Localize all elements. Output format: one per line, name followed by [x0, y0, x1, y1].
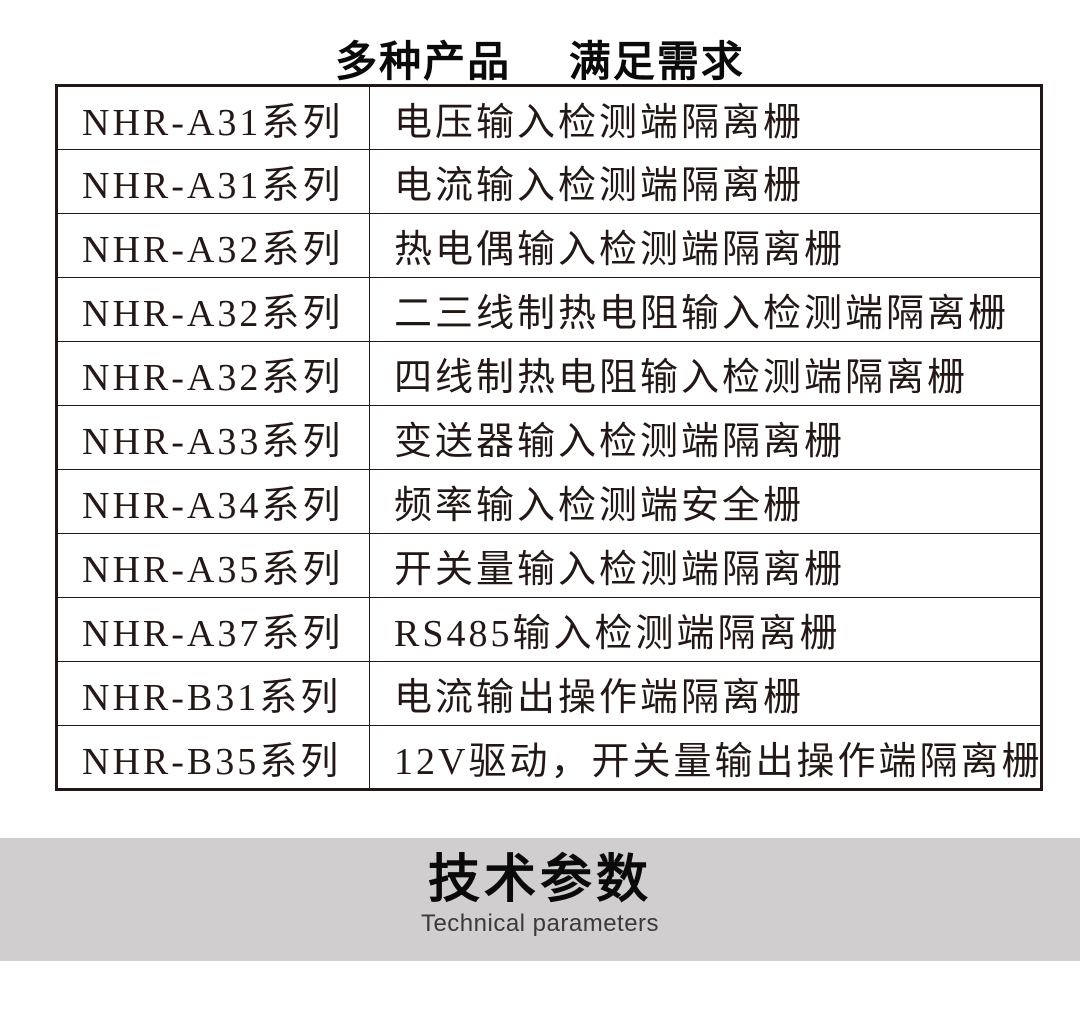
table-row: NHR-B31系列 电流输出操作端隔离栅 — [56, 661, 1042, 726]
series-cell: NHR-A33系列 — [56, 405, 370, 470]
description-cell: 电流输出操作端隔离栅 — [369, 661, 1042, 726]
description-cell: 四线制热电阻输入检测端隔离栅 — [369, 341, 1042, 406]
section-heading: 技术参数 — [427, 851, 652, 909]
series-cell: NHR-A32系列 — [56, 341, 370, 406]
table-row: NHR-A32系列 二三线制热电阻输入检测端隔离栅 — [56, 277, 1042, 342]
page-title: 多种产品 满足需求 — [335, 38, 745, 85]
section-subheading: Technical parameters — [420, 910, 660, 937]
description-cell: 电流输入检测端隔离栅 — [369, 149, 1042, 214]
series-cell: NHR-B31系列 — [56, 661, 370, 726]
series-cell: NHR-A34系列 — [56, 469, 370, 534]
description-cell: 二三线制热电阻输入检测端隔离栅 — [369, 277, 1042, 342]
description-cell: 热电偶输入检测端隔离栅 — [369, 213, 1042, 278]
description-cell: RS485输入检测端隔离栅 — [369, 597, 1042, 662]
series-cell: NHR-A31系列 — [56, 149, 370, 214]
series-cell: NHR-B35系列 — [56, 725, 370, 790]
table-row: NHR-A32系列 四线制热电阻输入检测端隔离栅 — [56, 341, 1042, 406]
description-cell: 频率输入检测端安全栅 — [369, 469, 1042, 534]
table-row: NHR-A32系列 热电偶输入检测端隔离栅 — [56, 213, 1042, 278]
table-row: NHR-A35系列 开关量输入检测端隔离栅 — [56, 533, 1042, 598]
description-cell: 12V驱动，开关量输出操作端隔离栅 — [369, 725, 1042, 790]
series-cell: NHR-A31系列 — [56, 85, 370, 150]
table-row: NHR-B35系列 12V驱动，开关量输出操作端隔离栅 — [56, 725, 1042, 790]
table-row: NHR-A33系列 变送器输入检测端隔离栅 — [56, 405, 1042, 470]
table-row: NHR-A34系列 频率输入检测端安全栅 — [56, 469, 1042, 534]
series-cell: NHR-A35系列 — [56, 533, 370, 598]
description-cell: 电压输入检测端隔离栅 — [369, 85, 1042, 150]
technical-parameters-banner: 技术参数 Technical parameters — [0, 838, 1080, 961]
table-row: NHR-A37系列 RS485输入检测端隔离栅 — [56, 597, 1042, 662]
description-cell: 开关量输入检测端隔离栅 — [369, 533, 1042, 598]
series-cell: NHR-A37系列 — [56, 597, 370, 662]
description-cell: 变送器输入检测端隔离栅 — [369, 405, 1042, 470]
series-cell: NHR-A32系列 — [56, 213, 370, 278]
table-row: NHR-A31系列 电压输入检测端隔离栅 — [56, 85, 1042, 150]
series-cell: NHR-A32系列 — [56, 277, 370, 342]
table-row: NHR-A31系列 电流输入检测端隔离栅 — [56, 149, 1042, 214]
product-series-table: NHR-A31系列 电压输入检测端隔离栅 NHR-A31系列 电流输入检测端隔离… — [55, 84, 1043, 791]
